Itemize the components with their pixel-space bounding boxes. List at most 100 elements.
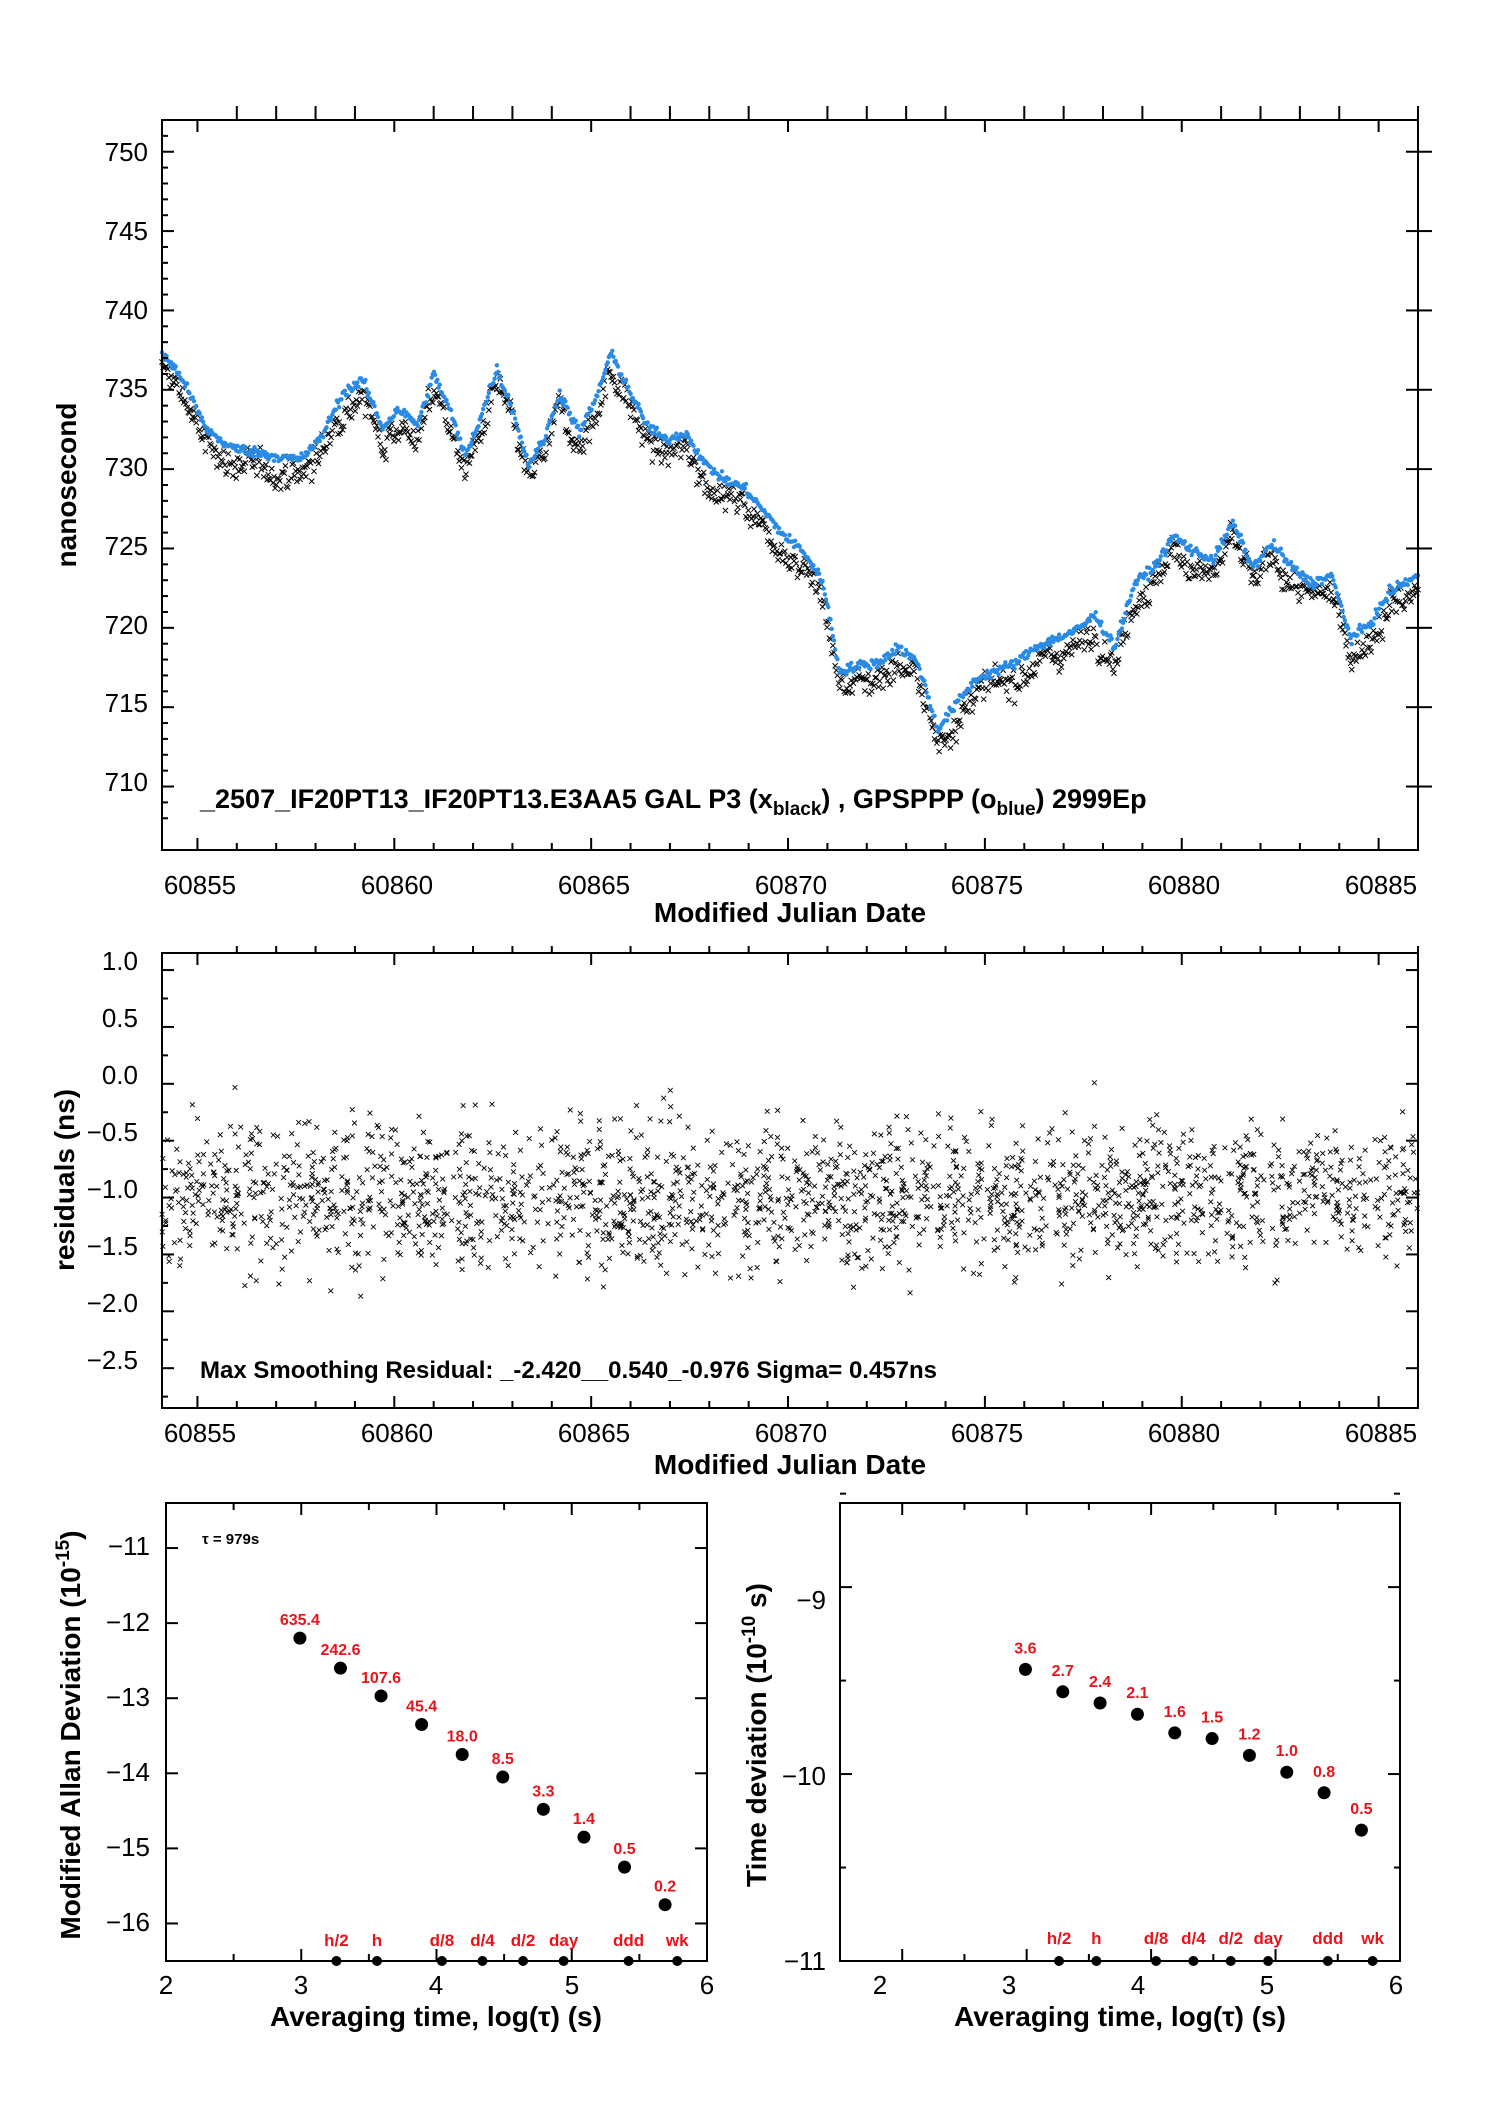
data-point [893, 1233, 899, 1240]
data-point [1383, 1163, 1389, 1169]
data-point [777, 1278, 783, 1285]
data-point [311, 1158, 318, 1165]
data-point [400, 1197, 406, 1204]
data-point [603, 1221, 609, 1228]
data-point [1192, 1154, 1199, 1161]
data-point [1149, 1122, 1156, 1128]
data-point [899, 672, 906, 679]
data-point [1102, 1134, 1108, 1141]
data-point [1355, 633, 1360, 638]
data-point [1218, 556, 1225, 563]
data-point [576, 1259, 582, 1266]
data-point [680, 1155, 687, 1161]
data-point [932, 713, 937, 719]
data-point [645, 1194, 651, 1201]
data-point [1194, 1214, 1201, 1221]
data-point [1146, 1204, 1153, 1210]
data-point [1327, 1149, 1334, 1155]
data-point [819, 603, 826, 610]
data-point [538, 1142, 545, 1148]
data-point [1346, 1197, 1353, 1203]
data-point [1275, 1147, 1282, 1153]
data-point [562, 1200, 569, 1207]
data-point [1240, 1172, 1246, 1178]
data-point [200, 1151, 207, 1158]
data-point [927, 1164, 933, 1170]
data-point [577, 1227, 583, 1234]
data-point [796, 1177, 802, 1183]
data-point [805, 1176, 811, 1183]
p1-x-tick-labels: 60855 60860 60865 60870 60875 60880 6088… [164, 870, 1417, 900]
tdev-marker-dot [1322, 1956, 1333, 1966]
data-point [1128, 617, 1135, 624]
data-point [554, 1208, 561, 1214]
data-point [1072, 628, 1078, 633]
data-point [261, 465, 268, 472]
data-point [937, 1202, 944, 1209]
data-point [768, 1133, 774, 1140]
data-point [584, 1147, 590, 1154]
tdev-point [1280, 1765, 1294, 1779]
data-point [1311, 1239, 1317, 1245]
data-point [780, 1209, 787, 1216]
data-point [376, 1201, 382, 1207]
data-point [633, 1102, 640, 1109]
data-point [924, 1203, 930, 1210]
data-point [899, 644, 904, 649]
data-point [423, 400, 429, 405]
data-point [334, 1215, 340, 1221]
mdev-point-label: 242.6 [320, 1642, 360, 1659]
data-point [234, 1186, 241, 1192]
data-point [293, 1202, 299, 1209]
data-point [474, 1220, 480, 1227]
data-point [1251, 1151, 1257, 1158]
data-point [453, 423, 458, 428]
data-point [962, 704, 969, 711]
data-point [1003, 1201, 1010, 1207]
data-point [907, 671, 914, 677]
data-point [744, 1202, 750, 1208]
data-point [455, 1258, 461, 1264]
data-point [857, 1169, 864, 1176]
data-point [447, 428, 453, 435]
data-point [906, 1267, 912, 1273]
data-point [1405, 1167, 1411, 1174]
data-point [1279, 1116, 1286, 1122]
data-point [292, 1214, 298, 1221]
data-point [709, 1253, 715, 1260]
data-point [1367, 644, 1373, 651]
data-point [554, 404, 559, 410]
data-point [350, 1195, 356, 1201]
data-point [893, 1170, 900, 1177]
data-point [1107, 1158, 1114, 1165]
data-point [260, 1218, 266, 1225]
data-point [755, 1219, 762, 1226]
data-point [654, 1254, 660, 1261]
data-point [988, 1122, 995, 1129]
data-point [952, 1231, 958, 1237]
data-point [773, 1258, 779, 1264]
data-point [1103, 1183, 1109, 1189]
data-point [1212, 557, 1217, 563]
data-point [251, 454, 256, 459]
data-point [514, 421, 519, 426]
data-point [197, 411, 202, 416]
data-point [851, 669, 856, 674]
data-point [696, 479, 703, 486]
data-point [654, 1154, 661, 1160]
data-point [1157, 578, 1164, 585]
p3-xtick-label: 4 [429, 1970, 443, 2000]
data-point [975, 1206, 981, 1213]
data-point [328, 434, 335, 441]
data-point [1249, 1214, 1255, 1220]
data-point [470, 1236, 476, 1243]
data-point [839, 1257, 845, 1263]
data-point [691, 443, 696, 448]
data-point [502, 1208, 509, 1214]
data-point [1371, 622, 1376, 627]
data-point [1403, 577, 1408, 582]
data-point [563, 399, 568, 404]
data-point [1404, 1199, 1411, 1206]
data-point [653, 1211, 660, 1218]
